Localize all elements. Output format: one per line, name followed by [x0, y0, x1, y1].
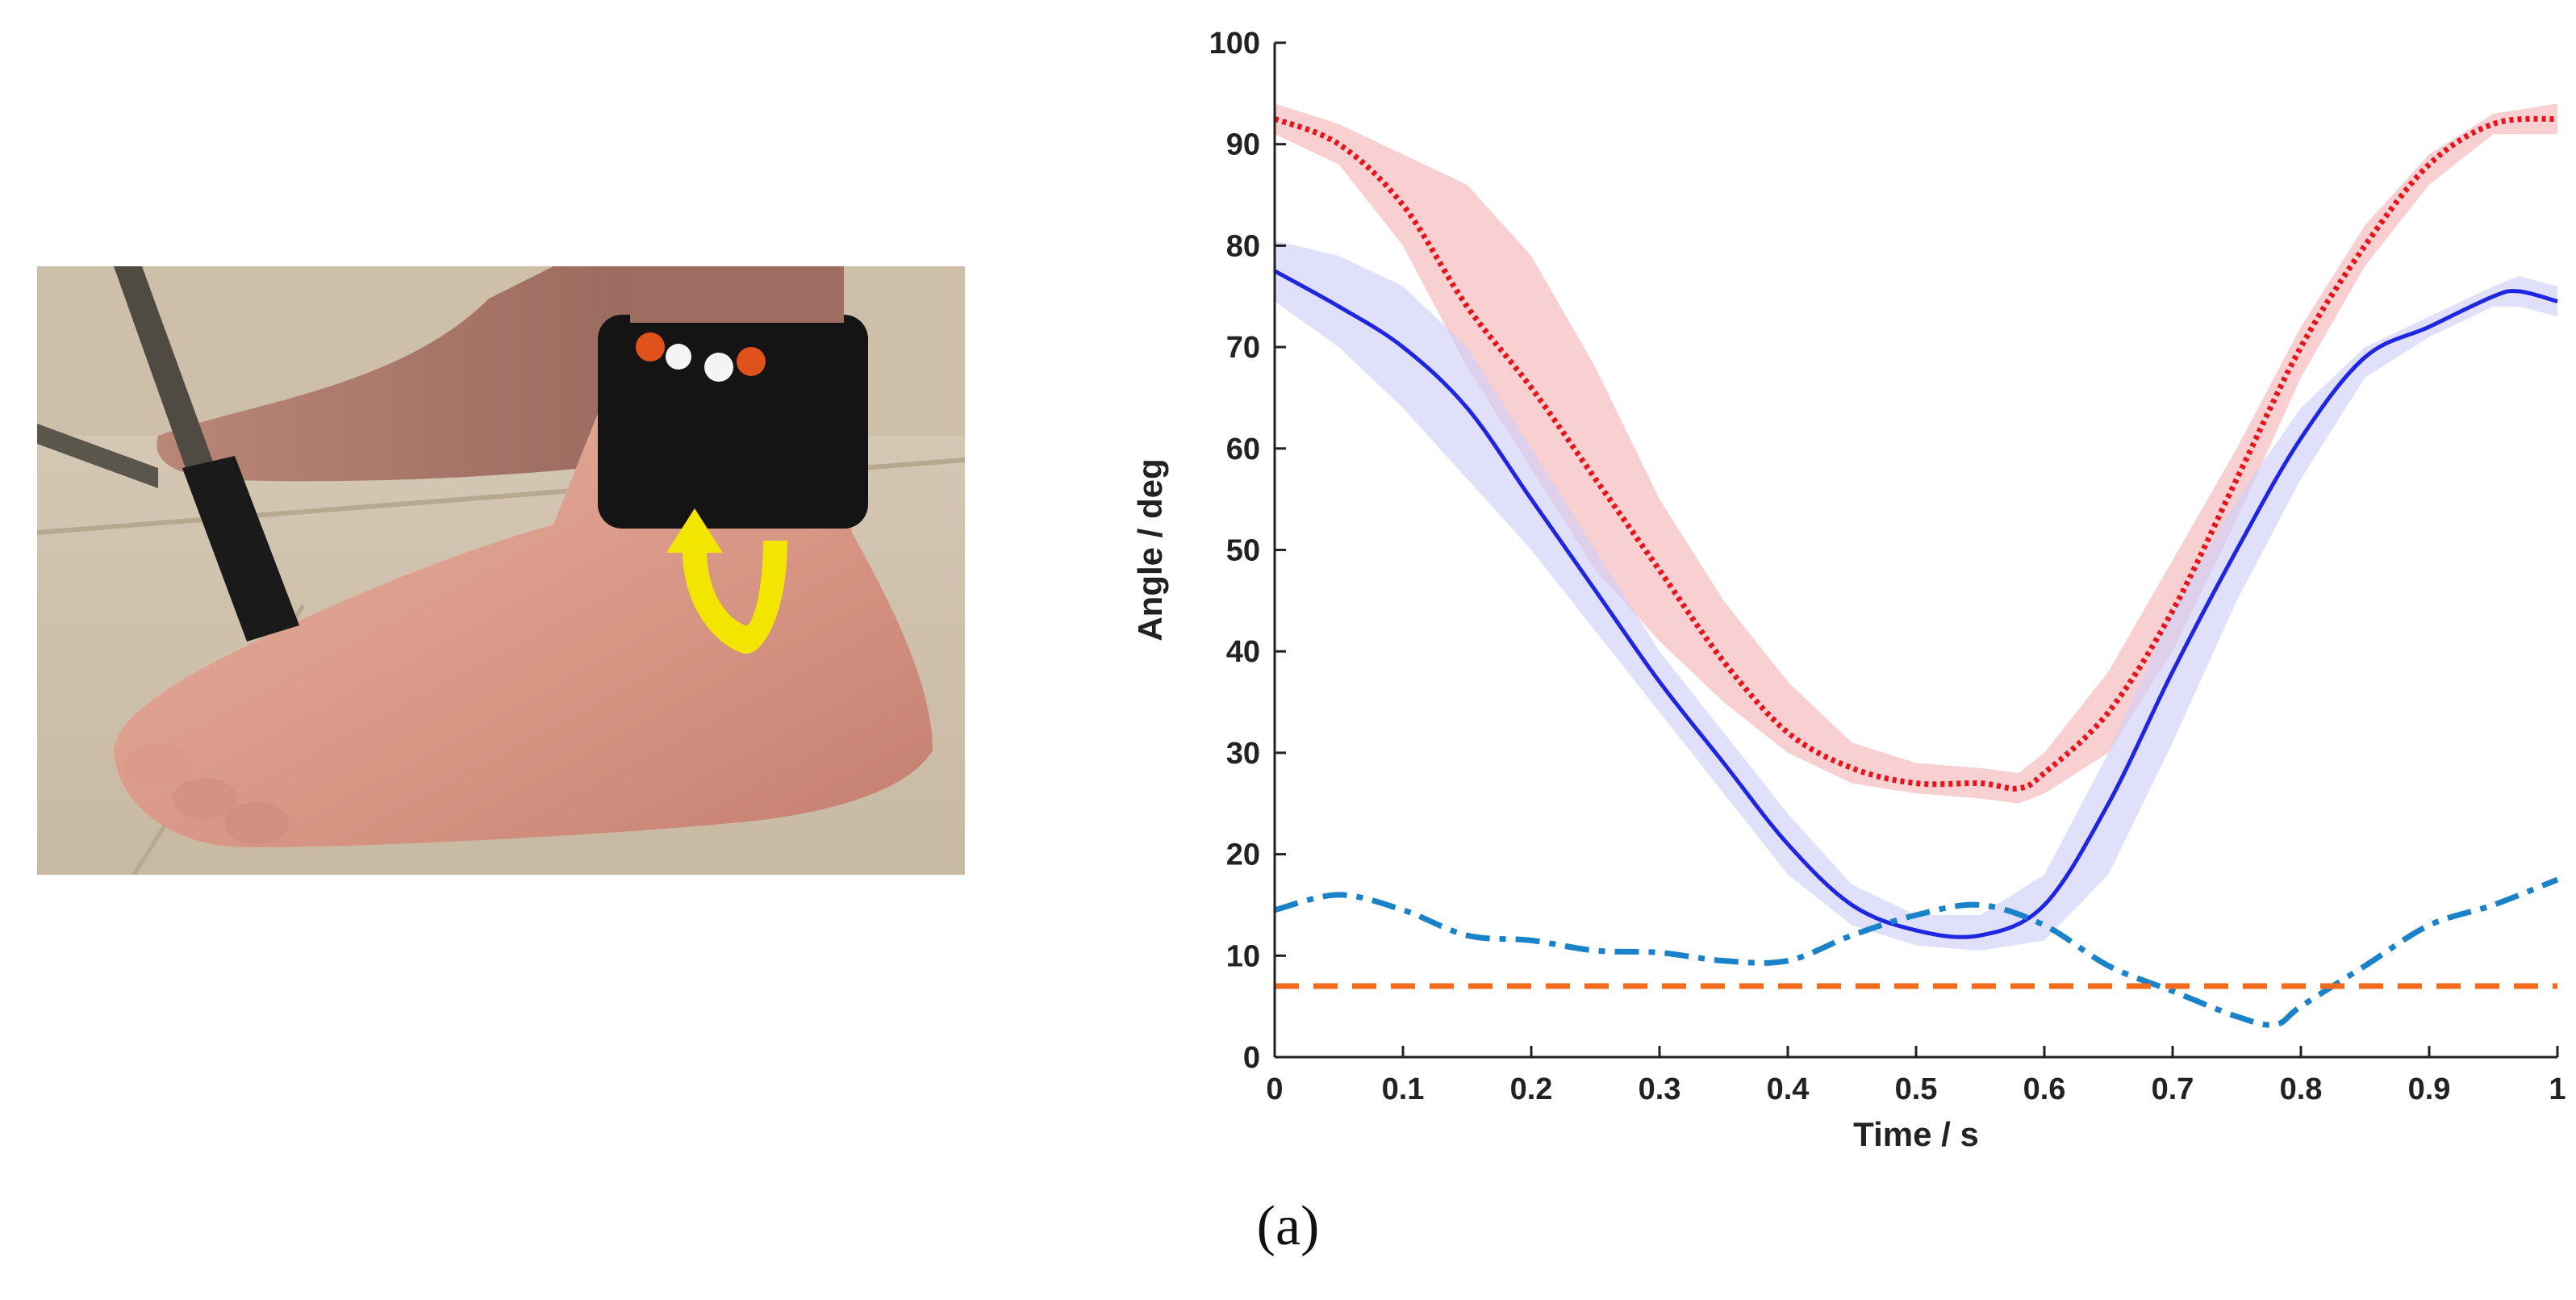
ankle-photo: [37, 266, 965, 875]
tick-labels: 0 0.1 0.2 0.3 0.4 0.5 0.6 0.7 0.8 0.9 101020304050…: [1209, 27, 2566, 1106]
y-tick-label: 100: [1209, 27, 1260, 61]
sensor-marker: [636, 332, 665, 362]
figure-caption: (a): [1256, 1195, 1320, 1257]
y-tick-label: 30: [1226, 737, 1260, 771]
y-tick-label: 50: [1226, 534, 1260, 568]
sensor-marker: [666, 344, 691, 370]
toe-2: [173, 778, 237, 820]
x-tick-label: 0: [1266, 1072, 1283, 1106]
cyan-dashdot-line: [1274, 876, 2559, 1028]
chart-axes: [1273, 41, 2559, 1059]
rotation-arrow-icon: [666, 508, 787, 654]
ankle-band-top: [630, 266, 844, 323]
x-tick-label: 0.9: [2408, 1072, 2451, 1106]
x-tick-label: 0.8: [2280, 1072, 2323, 1106]
series-lines: [1273, 115, 2559, 1028]
x-tick-label: 0.7: [2152, 1072, 2194, 1106]
toe-3: [224, 802, 289, 844]
y-tick-label: 80: [1226, 229, 1260, 263]
ankle-band: [598, 315, 868, 529]
x-tick-label: 0.2: [1510, 1072, 1553, 1106]
angle-time-chart: 0 0.1 0.2 0.3 0.4 0.5 0.6 0.7 0.8 0.9 101020304050…: [1131, 27, 2566, 1153]
toe: [124, 744, 192, 786]
y-tick-label: 20: [1226, 838, 1260, 872]
cane-handle: [37, 424, 158, 488]
x-tick-label: 0.5: [1895, 1072, 1938, 1106]
y-tick-label: 60: [1226, 433, 1260, 466]
x-tick-label: 0.3: [1639, 1072, 1681, 1106]
x-tick-label: 0.6: [2023, 1072, 2066, 1106]
back-foot: [157, 266, 650, 482]
sensor-marker: [737, 347, 766, 376]
x-tick-label: 0.1: [1382, 1072, 1425, 1106]
y-tick-label: 0: [1243, 1041, 1260, 1075]
x-tick-label: 0.4: [1767, 1072, 1810, 1106]
sensor-marker: [704, 353, 733, 382]
confidence-bands: [1275, 103, 2557, 951]
x-tick-label: 1: [2549, 1072, 2566, 1106]
x-axis-label: Time / s: [1853, 1115, 1979, 1153]
blue-solid-line: [1273, 269, 2558, 939]
blue-solid-band: [1275, 240, 2557, 951]
y-axis-label: Angle / deg: [1131, 458, 1169, 641]
y-tick-label: 10: [1226, 939, 1260, 973]
y-tick-label: 70: [1226, 331, 1260, 365]
red-dotted-line: [1273, 115, 2558, 792]
y-tick-label: 90: [1226, 128, 1260, 162]
y-tick-label: 40: [1226, 635, 1260, 669]
cane-grip: [182, 456, 299, 642]
